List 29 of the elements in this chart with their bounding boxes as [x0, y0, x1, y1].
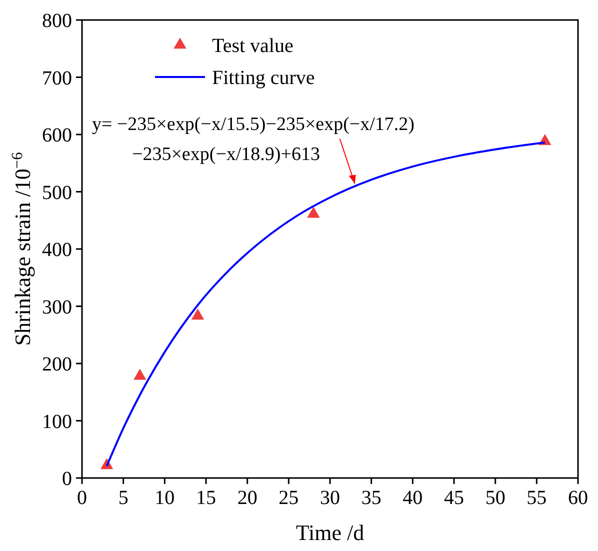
x-tick-label: 5: [118, 487, 128, 509]
x-tick-label: 40: [402, 487, 423, 509]
y-tick-label: 700: [42, 67, 72, 90]
y-tick-label: 200: [42, 354, 72, 376]
point: [307, 206, 320, 218]
y-tick-label: 400: [42, 239, 72, 261]
x-tick-label: 20: [237, 487, 258, 509]
x-tick-label: 45: [444, 487, 464, 509]
y-tick-label: 100: [42, 410, 72, 433]
x-tick-label: 35: [361, 487, 382, 509]
x-tick-label: 60: [568, 487, 588, 509]
x-tick-label: 25: [278, 487, 299, 509]
y-tick-label: 800: [42, 10, 72, 32]
point: [191, 308, 204, 320]
point: [134, 368, 146, 380]
y-tick-label: 500: [42, 182, 72, 204]
x-tick-label: 10: [154, 487, 175, 509]
x-tick-label: 15: [196, 487, 216, 509]
legend-label: Fitting curve: [212, 67, 315, 89]
x-tick-label: 55: [526, 487, 547, 509]
x-tick-label: 30: [320, 487, 340, 509]
y-tick-label: 600: [42, 124, 72, 146]
y-tick-label: 0: [62, 468, 72, 490]
x-axis-title: Time /d: [296, 520, 364, 545]
annotation: y= −235×exp(−x/15.5)−235×exp(−x/17.2) −235×exp(−x/18.9)+613: [92, 114, 414, 165]
y-tick-label: 300: [42, 296, 72, 318]
x-tick-label: 0: [77, 487, 87, 509]
x-tick-label: 50: [485, 487, 506, 509]
legend-label: Test value: [212, 35, 294, 57]
